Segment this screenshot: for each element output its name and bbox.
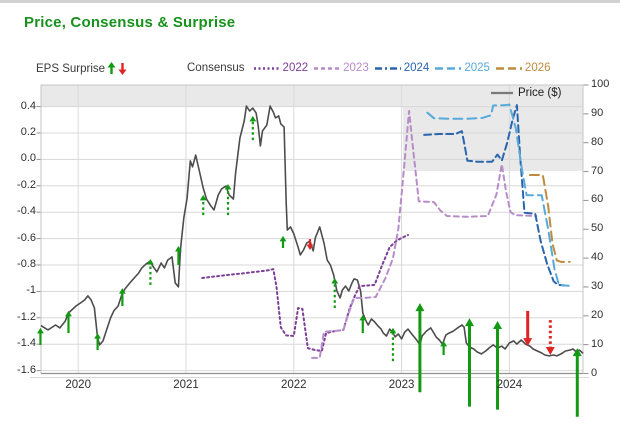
price-legend: Price ($) [491,87,561,99]
series-line-2025 [426,103,570,287]
y-left-tick-label: 0.2 [20,126,36,138]
y-left-tick-label: -1.2 [17,310,36,323]
y-left-tick-label: -1.6 [17,363,36,376]
eps-surprise-down-arrow [306,239,314,251]
eps-surprise-up-arrow [415,303,425,393]
eps-surprise-legend: EPS Surprise [36,62,127,75]
eps-surprise-up-arrow [493,320,503,410]
y-right-tick-label: 0 [591,366,598,379]
y-right-tick-label: 80 [591,135,604,148]
x-tick-label: 2023 [388,379,415,391]
legend-swatch-2022-icon [253,66,280,70]
y-right-tick-label: 50 [591,222,604,235]
x-tick-label: 2022 [280,379,307,391]
consensus-legend-item-2026: 2026 [495,62,551,74]
eps-surprise-up-arrow [359,314,367,334]
y-left-tick-label: -0.2 [17,178,36,191]
eps-surprise-down-arrow [545,320,555,356]
eps-surprise-up-arrow [37,327,44,345]
price-legend-label: Price ($) [518,87,562,99]
legend-swatch-2024-icon [374,66,401,70]
eps-surprise-up-arrow [65,310,72,334]
eps-surprise-up-arrow [440,340,448,356]
eps-surprise-up-arrow [224,183,232,216]
eps-miss-down-arrow-icon [118,63,127,75]
consensus-legend: Consensus 2022 2023 2024 2025 2026 [187,62,551,75]
y-right-tick-label: 40 [591,251,604,264]
consensus-legend-year-label: 2022 [282,62,309,74]
forecast-shaded-region [403,85,583,171]
legend-swatch-2023-icon [314,66,341,70]
y-left-tick-label: 0.4 [20,99,36,112]
consensus-legend-item-2023: 2023 [313,62,369,74]
x-tick-label: 2024 [496,379,523,391]
series-line-2022 [201,234,409,352]
chart-title: Price, Consensus & Surprise [24,14,236,31]
y-left-tick-label: -0.8 [17,258,36,270]
series-line-2024 [423,104,566,287]
y-right-tick-label: 70 [591,164,604,177]
eps-surprise-up-arrow [389,327,397,362]
eps-beat-up-arrow-icon [107,62,116,74]
consensus-legend-year-label: 2026 [524,62,551,74]
consensus-legend-item-2025: 2025 [434,62,490,74]
eps-surprise-up-arrow [572,348,582,417]
y-right-tick-label: 20 [591,308,604,321]
eps-surprise-up-arrow [331,278,339,309]
y-left-tick-label: -1 [26,284,36,297]
series-line-price [40,105,584,357]
eps-surprise-up-arrow [249,115,257,141]
legend-swatch-2026-icon [495,66,522,70]
x-tick-label: 2020 [65,379,91,391]
legend-swatch-2025-icon [435,66,462,70]
eps-surprise-up-arrow [118,288,126,306]
y-left-tick-label: 0.0 [20,152,36,165]
y-right-tick-label: 90 [591,106,604,119]
eps-surprise-up-arrow [175,245,182,266]
consensus-label: Consensus [187,62,245,75]
eps-surprise-up-arrow [279,235,287,249]
chart-canvas [30,84,589,417]
consensus-legend-item-2024: 2024 [374,62,430,74]
y-left-tick-label: -0.4 [17,205,36,218]
series-line-2026 [528,174,571,263]
consensus-legend-items: 2022 2023 2024 2025 2026 [248,62,551,75]
y-right-tick-label: 60 [591,193,604,206]
eps-surprise-down-arrow [523,310,533,347]
series-line-2023 [311,110,538,359]
eps-surprise-up-arrow [199,194,207,216]
chart-legend-row: EPS Surprise Consensus 2022 2023 2024 2025 2… [0,62,620,78]
y-left-tick-label: -1.4 [17,337,36,350]
consensus-legend-year-label: 2025 [464,62,490,74]
consensus-legend-year-label: 2024 [403,62,430,74]
y-left-tick-label: -0.6 [17,231,36,244]
eps-surprise-up-arrow [147,258,154,285]
y-right-tick-label: 10 [591,337,604,350]
eps-surprise-up-arrow [464,318,474,407]
y-right-tick-label: 30 [591,279,604,292]
y-right-tick-label: 100 [591,78,610,90]
consensus-legend-year-label: 2023 [343,62,369,74]
consensus-legend-item-2022: 2022 [253,62,309,74]
eps-surprise-label: EPS Surprise [36,62,106,75]
eps-surprise-up-arrow [94,333,101,351]
x-tick-label: 2021 [173,379,199,391]
price-line-swatch-icon [491,91,513,95]
